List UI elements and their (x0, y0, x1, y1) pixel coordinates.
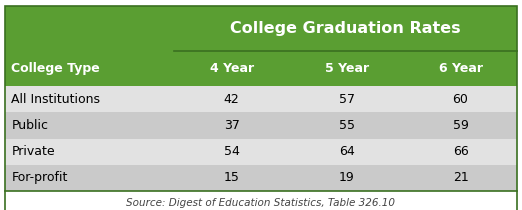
Text: 64: 64 (339, 145, 354, 158)
Text: Private: Private (11, 145, 55, 158)
Text: College Graduation Rates: College Graduation Rates (230, 21, 461, 36)
Bar (5, 6, 517, 86)
Bar (5, 86, 517, 112)
Text: For-profit: For-profit (11, 172, 68, 184)
Text: 66: 66 (453, 145, 468, 158)
Text: 15: 15 (223, 172, 240, 184)
Text: 55: 55 (339, 119, 354, 132)
Text: Source: Digest of Education Statistics, Table 326.10: Source: Digest of Education Statistics, … (126, 198, 396, 208)
Text: 4 Year: 4 Year (209, 62, 254, 75)
Text: 6 Year: 6 Year (438, 62, 482, 75)
Text: College Type: College Type (11, 62, 100, 75)
Bar (5, 112, 517, 139)
Text: 19: 19 (339, 172, 354, 184)
Text: 59: 59 (453, 119, 468, 132)
Text: 54: 54 (223, 145, 240, 158)
Text: 5 Year: 5 Year (325, 62, 369, 75)
Text: 60: 60 (453, 93, 468, 106)
Bar (5, 165, 517, 191)
Text: Public: Public (11, 119, 49, 132)
Bar (5, 139, 517, 165)
Text: 57: 57 (339, 93, 354, 106)
Text: 21: 21 (453, 172, 468, 184)
Text: 42: 42 (224, 93, 240, 106)
Text: 37: 37 (223, 119, 240, 132)
Text: All Institutions: All Institutions (11, 93, 100, 106)
